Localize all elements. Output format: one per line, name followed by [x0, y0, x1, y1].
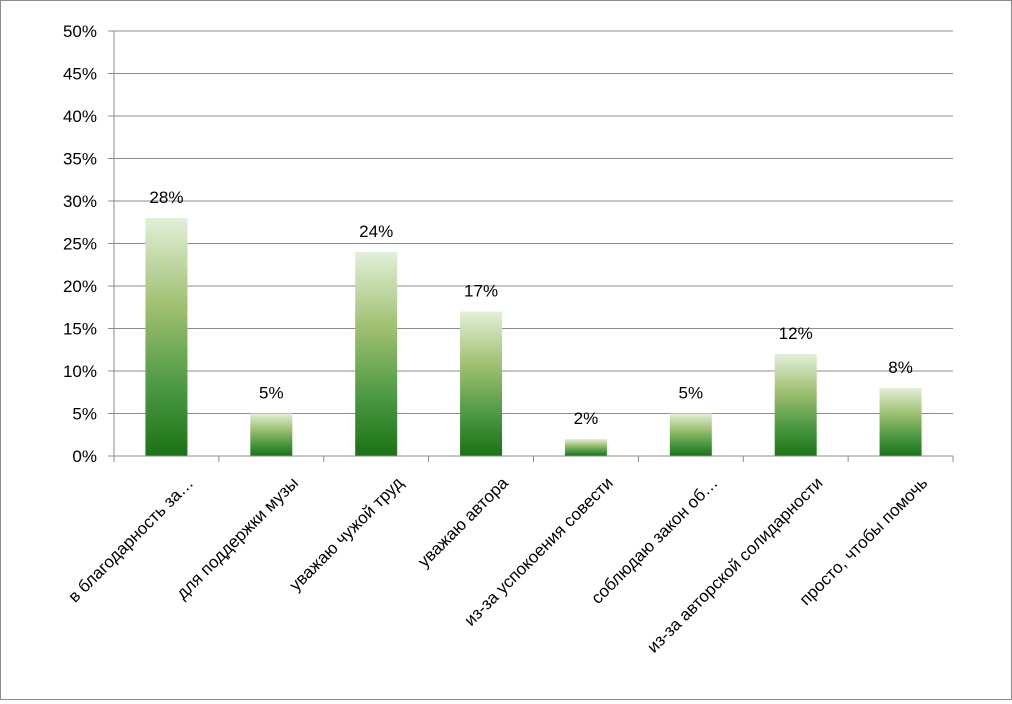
data-label: 24%	[359, 222, 393, 241]
y-tick-label: 10%	[63, 362, 97, 381]
x-tick-label: уважаю чужой труд	[286, 473, 407, 594]
y-tick-label: 45%	[63, 65, 97, 84]
data-label: 28%	[149, 188, 183, 207]
data-label: 17%	[464, 282, 498, 301]
bar	[879, 388, 922, 456]
bar	[460, 311, 503, 456]
bar	[145, 218, 188, 456]
y-tick-label: 15%	[63, 320, 97, 339]
x-tick-label: из-за авторской солидарности	[643, 473, 826, 656]
data-label: 5%	[679, 384, 704, 403]
y-tick-label: 5%	[72, 405, 97, 424]
x-tick-label: для поддержки музы	[173, 473, 303, 603]
bar	[250, 413, 293, 456]
x-axis: в благодарность за…для поддержки музыува…	[64, 455, 954, 657]
bars: 28% 5% 24% 17% 2% 5% 12% 8%	[145, 188, 922, 456]
y-tick-label: 50%	[63, 22, 97, 41]
data-label: 8%	[888, 358, 913, 377]
y-tick-label: 0%	[72, 447, 97, 466]
data-label: 5%	[259, 384, 284, 403]
y-tick-label: 30%	[63, 192, 97, 211]
bar	[355, 252, 398, 456]
bar	[774, 354, 817, 456]
y-tick-label: 35%	[63, 150, 97, 169]
y-tick-label: 25%	[63, 235, 97, 254]
y-tick-label: 20%	[63, 277, 97, 296]
gridlines	[114, 30, 953, 414]
y-axis: 0% 5% 10% 15% 20% 25% 30% 35% 40% 45% 50%	[63, 22, 115, 466]
bar	[564, 439, 607, 456]
x-tick-label: уважаю автора	[414, 473, 512, 571]
data-label: 12%	[779, 324, 813, 343]
y-tick-label: 40%	[63, 107, 97, 126]
bar	[669, 413, 712, 456]
data-label: 2%	[574, 409, 599, 428]
